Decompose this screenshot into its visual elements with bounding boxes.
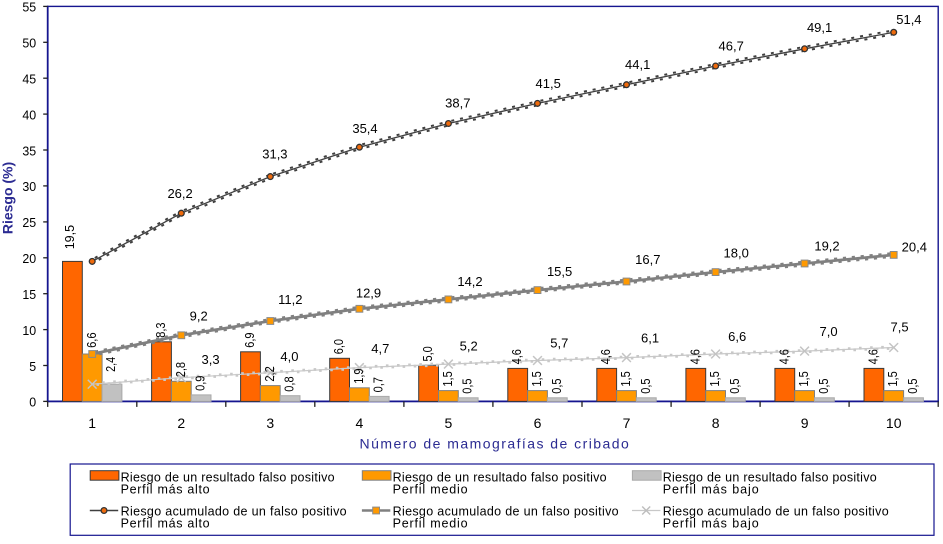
svg-text:45: 45 (22, 72, 36, 87)
svg-text:0,5: 0,5 (460, 379, 475, 394)
svg-text:31,3: 31,3 (262, 147, 287, 162)
svg-text:0: 0 (29, 395, 36, 410)
svg-text:7,0: 7,0 (820, 324, 838, 339)
svg-text:4,6: 4,6 (687, 349, 702, 364)
svg-text:Perfil medio: Perfil medio (393, 483, 468, 497)
svg-text:50: 50 (22, 36, 36, 51)
svg-text:0,7: 0,7 (371, 377, 386, 392)
svg-text:1,5: 1,5 (707, 371, 722, 386)
svg-text:Riesgo acumulado de un falso p: Riesgo acumulado de un falso positivo (393, 504, 619, 518)
svg-text:Riesgo acumulado de un falso p: Riesgo acumulado de un falso positivo (663, 504, 889, 518)
svg-text:6,1: 6,1 (641, 331, 659, 346)
svg-text:9,2: 9,2 (190, 308, 208, 323)
svg-text:55: 55 (22, 0, 36, 15)
svg-text:0,5: 0,5 (549, 379, 564, 394)
svg-text:46,7: 46,7 (719, 38, 744, 53)
svg-text:8: 8 (712, 415, 720, 431)
svg-text:6,9: 6,9 (242, 333, 257, 348)
svg-text:40: 40 (22, 107, 36, 122)
svg-text:26,2: 26,2 (167, 186, 192, 201)
svg-text:14,2: 14,2 (457, 274, 482, 289)
svg-text:5: 5 (29, 359, 36, 374)
svg-text:1,5: 1,5 (440, 371, 455, 386)
svg-text:Perfil más alto: Perfil más alto (121, 483, 210, 497)
svg-text:41,5: 41,5 (536, 76, 561, 91)
svg-text:Perfil más bajo: Perfil más bajo (663, 483, 759, 497)
svg-text:20,4: 20,4 (902, 239, 927, 254)
svg-text:11,2: 11,2 (278, 292, 302, 307)
svg-text:6,6: 6,6 (84, 332, 99, 348)
svg-text:1,5: 1,5 (618, 371, 633, 386)
svg-text:0,5: 0,5 (638, 379, 653, 394)
svg-text:4,6: 4,6 (598, 349, 613, 364)
svg-text:Riesgo acumulado de un falso p: Riesgo acumulado de un falso positivo (121, 504, 347, 518)
svg-text:30: 30 (22, 179, 36, 194)
svg-text:20: 20 (22, 251, 36, 266)
svg-text:0,5: 0,5 (816, 379, 831, 394)
svg-text:51,4: 51,4 (896, 12, 921, 27)
svg-text:4,6: 4,6 (776, 349, 791, 364)
svg-text:Riesgo de un resultado falso p: Riesgo de un resultado falso positivo (393, 470, 607, 484)
svg-text:38,7: 38,7 (445, 96, 470, 111)
svg-text:4,6: 4,6 (509, 349, 524, 364)
svg-text:Riesgo de un resultado falso p: Riesgo de un resultado falso positivo (121, 470, 335, 484)
svg-text:15: 15 (22, 287, 36, 302)
svg-text:Perfil más alto: Perfil más alto (121, 517, 210, 531)
svg-text:Perfil más bajo: Perfil más bajo (663, 517, 759, 531)
svg-text:10: 10 (22, 323, 36, 338)
svg-text:19,5: 19,5 (62, 225, 77, 249)
svg-text:6,0: 6,0 (331, 339, 346, 354)
svg-text:6: 6 (534, 415, 542, 431)
svg-text:12,9: 12,9 (356, 285, 381, 300)
svg-text:4: 4 (356, 415, 364, 431)
svg-text:49,1: 49,1 (807, 20, 832, 35)
svg-text:1: 1 (88, 415, 96, 431)
svg-text:1,5: 1,5 (885, 371, 900, 386)
svg-text:Perfil medio: Perfil medio (393, 517, 468, 531)
svg-text:2,2: 2,2 (262, 366, 277, 381)
svg-text:5,0: 5,0 (420, 346, 435, 361)
svg-text:3,3: 3,3 (202, 352, 220, 367)
svg-text:0,9: 0,9 (193, 376, 208, 391)
svg-text:Riesgo de un resultado falso p: Riesgo de un resultado falso positivo (663, 470, 877, 484)
svg-text:35,4: 35,4 (352, 121, 377, 136)
svg-text:16,7: 16,7 (635, 252, 660, 267)
svg-text:1,5: 1,5 (529, 371, 544, 386)
svg-text:5,2: 5,2 (460, 339, 478, 354)
svg-text:Número de mamografías de criba: Número de mamografías de cribado (360, 435, 630, 451)
svg-text:0,5: 0,5 (905, 379, 920, 394)
svg-text:9: 9 (801, 415, 809, 431)
svg-text:10: 10 (886, 415, 902, 431)
svg-text:4,6: 4,6 (865, 349, 880, 364)
svg-text:8,3: 8,3 (153, 323, 168, 338)
svg-text:15,5: 15,5 (547, 264, 572, 279)
svg-text:4,7: 4,7 (371, 341, 389, 356)
svg-text:25: 25 (22, 215, 36, 230)
svg-text:44,1: 44,1 (625, 57, 650, 72)
svg-text:1,9: 1,9 (351, 369, 366, 384)
svg-text:3: 3 (266, 415, 274, 431)
svg-text:7: 7 (623, 415, 631, 431)
svg-text:1,5: 1,5 (796, 371, 811, 386)
svg-text:2,4: 2,4 (103, 357, 118, 372)
svg-text:6,6: 6,6 (728, 329, 746, 344)
svg-text:18,0: 18,0 (724, 246, 749, 261)
svg-text:35: 35 (22, 143, 36, 158)
svg-text:2,8: 2,8 (173, 362, 188, 377)
svg-text:Riesgo (%): Riesgo (%) (0, 162, 16, 234)
svg-text:5: 5 (445, 415, 453, 431)
svg-text:0,5: 0,5 (727, 379, 742, 394)
svg-text:19,2: 19,2 (814, 238, 839, 253)
svg-text:4,0: 4,0 (280, 349, 298, 364)
svg-text:5,7: 5,7 (550, 336, 568, 351)
svg-text:2: 2 (177, 415, 185, 431)
svg-text:0,8: 0,8 (282, 376, 297, 391)
svg-text:7,5: 7,5 (891, 320, 909, 335)
